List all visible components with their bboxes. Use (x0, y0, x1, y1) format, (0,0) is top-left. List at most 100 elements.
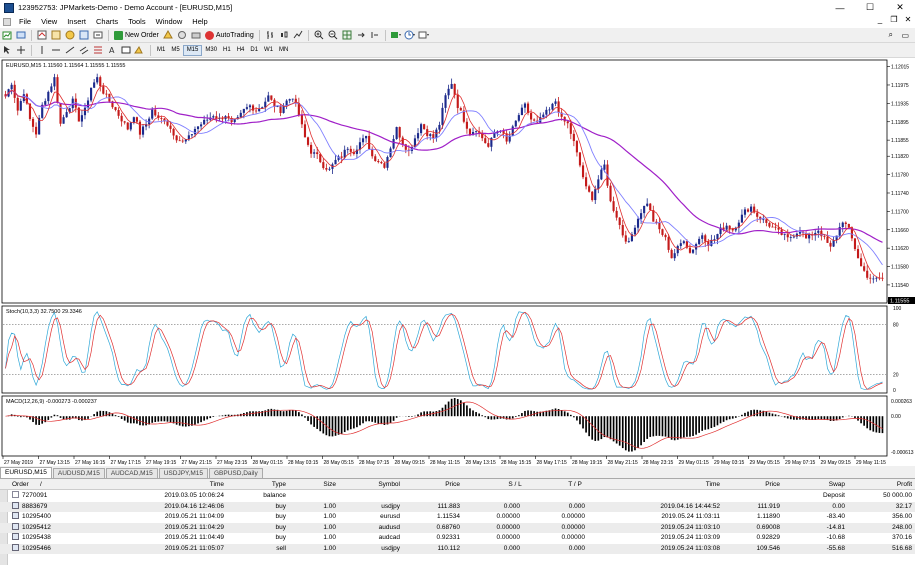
timeframe-h4[interactable]: H4 (236, 47, 245, 53)
menu-view[interactable]: View (41, 17, 58, 26)
candle-body (303, 124, 307, 138)
profiles-icon[interactable] (15, 29, 27, 41)
time-tick-label: 28 May 07:15 (359, 460, 390, 466)
table-row[interactable]: 10295466 2019.05.21 11:05:07 sell 1.00 usdjp… (0, 543, 915, 554)
crosshair-icon[interactable] (15, 44, 27, 56)
line-chart-icon[interactable] (292, 29, 304, 41)
timeframe-h1[interactable]: H1 (223, 47, 231, 53)
cell-symbol: usdjpy (381, 544, 400, 552)
candle-body (368, 135, 371, 149)
candle-body (844, 222, 847, 225)
chart-shift-icon[interactable] (369, 29, 381, 41)
label-icon[interactable] (120, 44, 132, 56)
candle-body (215, 116, 218, 119)
timeframe-w1[interactable]: W1 (264, 47, 274, 53)
signals-icon[interactable] (190, 29, 202, 41)
timeframe-m30[interactable]: M30 (205, 47, 218, 53)
templates-icon[interactable] (418, 29, 430, 41)
zoom-in-icon[interactable] (313, 29, 325, 41)
col-tp[interactable]: T / P (568, 481, 582, 488)
candle-body (658, 222, 661, 230)
data-window-icon[interactable] (50, 29, 62, 41)
timeframe-m15[interactable]: M15 (182, 44, 203, 56)
search-icon[interactable]: ⌕ (888, 30, 893, 39)
table-row[interactable]: 10295438 2019.05.21 11:04:49 buy 1.00 audcad… (0, 533, 915, 543)
new-chart-icon[interactable] (1, 29, 13, 41)
tab-audusd[interactable]: AUDUSD,M15 (52, 468, 105, 478)
fibonacci-icon[interactable] (92, 44, 104, 56)
cursor-icon[interactable] (1, 44, 13, 56)
auto-scroll-icon[interactable] (355, 29, 367, 41)
maximize-button[interactable]: ☐ (865, 2, 875, 12)
channel-icon[interactable] (78, 44, 90, 56)
close-button[interactable]: ✕ (896, 2, 904, 12)
table-row[interactable]: 7270091 2019.03.05 10:06:24 balance Deposit… (0, 491, 915, 501)
periods-icon[interactable] (404, 29, 416, 41)
candle-body (313, 152, 316, 154)
minimize-button[interactable]: — (835, 2, 845, 13)
chart-window-icon[interactable] (3, 17, 11, 26)
order-number: 10295438 (22, 534, 51, 541)
menu-insert[interactable]: Insert (67, 17, 86, 26)
bar-chart-icon[interactable] (264, 29, 276, 41)
trendline-icon[interactable] (64, 44, 76, 56)
shapes-icon[interactable] (134, 44, 146, 56)
tab-audcad[interactable]: AUDCAD,M15 (105, 468, 158, 478)
candle-body (475, 131, 478, 133)
zoom-out-icon[interactable] (327, 29, 339, 41)
horizontal-line-icon[interactable] (50, 44, 62, 56)
col-close-time[interactable]: Time (705, 481, 720, 488)
mdi-minimize-button[interactable]: _ (877, 15, 883, 24)
timeframe-mn[interactable]: MN (279, 47, 289, 53)
chart-window[interactable]: 1.12015 1.11975 1.11935 1.11895 1.11855 1.118… (0, 58, 915, 466)
col-price[interactable]: Price (445, 481, 460, 488)
menu-charts[interactable]: Charts (95, 17, 119, 26)
tab-eurusd[interactable]: EURUSD,M15 (0, 467, 52, 478)
tab-gbpusd[interactable]: GBPUSD,Daily (208, 468, 263, 478)
col-symbol[interactable]: Symbol (378, 481, 400, 488)
col-order[interactable]: Order (12, 481, 29, 488)
candle-body (371, 148, 374, 157)
col-close-price[interactable]: Price (765, 481, 780, 488)
col-sl[interactable]: S / L (508, 481, 522, 488)
col-size[interactable]: Size (323, 481, 336, 488)
col-swap[interactable]: Swap (828, 481, 845, 488)
navigator-icon[interactable] (64, 29, 76, 41)
candle-body (377, 160, 380, 163)
table-row[interactable]: 10295400 2019.05.21 11:04:09 buy 1.00 eurusd… (0, 512, 915, 522)
tile-windows-icon[interactable] (341, 29, 353, 41)
candle-body (572, 133, 575, 142)
candle-body (157, 115, 160, 119)
experts-icon[interactable] (176, 29, 188, 41)
candle-body (609, 185, 612, 202)
menu-help[interactable]: Help (192, 17, 208, 26)
market-watch-icon[interactable] (36, 29, 48, 41)
table-row[interactable]: 10295412 2019.05.21 11:04:29 buy 1.00 audusd… (0, 522, 915, 533)
indicators-icon[interactable] (390, 29, 402, 41)
table-row[interactable]: 8883679 2019.04.16 12:46:06 buy 1.00 usdjpy 1… (0, 501, 915, 512)
mdi-close-button[interactable]: ✕ (904, 15, 912, 24)
order-icon (12, 543, 19, 551)
col-profit[interactable]: Profit (896, 481, 912, 488)
price-chart[interactable]: 1.12015 1.11975 1.11935 1.11895 1.11855 1.118… (0, 58, 915, 466)
vertical-line-icon[interactable] (36, 44, 48, 56)
col-time[interactable]: Time (209, 481, 224, 488)
metaeditor-icon[interactable] (162, 29, 174, 41)
timeframe-d1[interactable]: D1 (250, 47, 259, 53)
text-icon[interactable]: A (106, 44, 118, 56)
menu-tools[interactable]: Tools (128, 17, 146, 26)
strategy-tester-icon[interactable] (92, 29, 104, 41)
timeframe-m5[interactable]: M5 (171, 47, 180, 53)
mdi-restore-button[interactable]: ❐ (890, 15, 898, 24)
menu-file[interactable]: File (19, 17, 32, 26)
timeframe-m1[interactable]: M1 (157, 47, 166, 53)
tab-usdjpy[interactable]: USDJPY,M15 (158, 468, 208, 478)
new-order-button[interactable]: New Order (112, 30, 161, 40)
chat-icon[interactable]: ▭ (901, 30, 909, 40)
terminal-icon[interactable] (78, 29, 90, 41)
col-type[interactable]: Type (271, 481, 286, 488)
menu-window[interactable]: Window (155, 17, 183, 26)
autotrading-button[interactable]: AutoTrading (203, 30, 256, 40)
candlestick-icon[interactable] (278, 29, 290, 41)
candle-body (853, 238, 857, 250)
